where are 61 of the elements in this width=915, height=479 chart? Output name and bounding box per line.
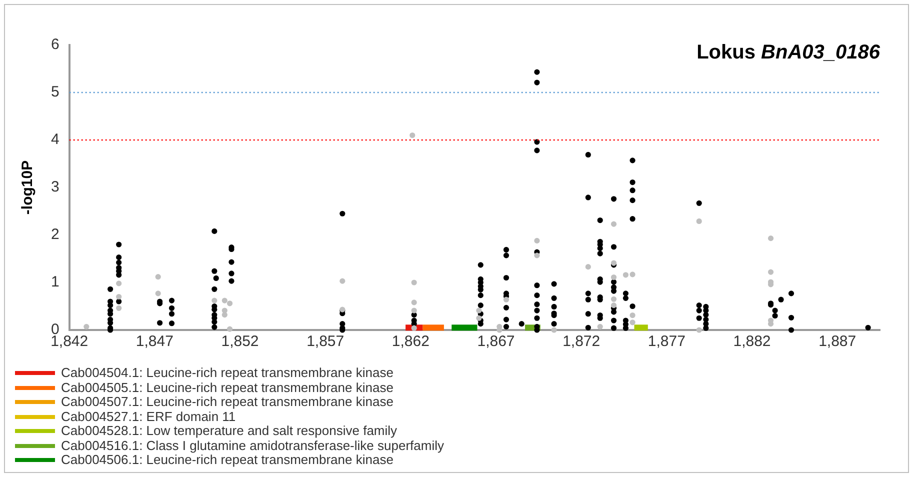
x-tick-label: 1,867 [477, 333, 515, 350]
point [116, 305, 122, 311]
point [155, 274, 161, 280]
point [585, 264, 591, 270]
legend-label: Cab004516.1: Class I glutamine amidotransferase-like superfamily [61, 438, 444, 453]
point [534, 252, 540, 258]
y-tick-label: 1 [51, 274, 60, 291]
legend-label: Cab004527.1: ERF domain 11 [61, 408, 236, 424]
point [340, 278, 346, 284]
point [610, 274, 617, 280]
point [696, 218, 702, 224]
legend-label: Cab004505.1: Leucine-rich repeat transmembrane kinase [61, 380, 394, 395]
point [630, 320, 636, 326]
point [222, 298, 228, 304]
point [610, 221, 617, 227]
point [768, 236, 774, 242]
point [411, 300, 417, 306]
point [610, 296, 617, 302]
x-tick-label: 1,887 [818, 333, 856, 350]
y-axis-title: -log10P [19, 160, 36, 215]
y-tick-label: 2 [51, 226, 60, 244]
point [410, 132, 416, 138]
y-tick-label: 3 [51, 178, 60, 196]
point [476, 315, 482, 321]
point [696, 327, 702, 333]
point [597, 324, 603, 330]
legend-label: Cab004528.1: Low temperature and salt responsive family [61, 423, 398, 438]
x-tick-label: 1,852 [221, 333, 259, 350]
x-tick-label: 1,877 [648, 333, 686, 350]
x-tick-label: 1,847 [136, 333, 174, 350]
legend-label: Cab004506.1: Leucine-rich repeat transmembrane kinase [61, 452, 394, 468]
point [411, 280, 417, 286]
point [411, 308, 417, 314]
legend-label: Cab004507.1: Leucine-rich repeat transmembrane kinase [61, 394, 394, 410]
point [222, 312, 228, 318]
y-tick-label: 4 [51, 131, 60, 148]
y-tick-label: 6 [51, 36, 60, 54]
point [226, 300, 233, 306]
x-tick-label: 1,882 [733, 333, 771, 350]
chart-title: Lokus BnA03_0186 [696, 42, 881, 64]
point [84, 324, 90, 330]
point [212, 298, 218, 304]
point [551, 327, 557, 333]
legend-label: Cab004504.1: Leucine-rich repeat transmembrane kinase [61, 365, 394, 380]
point [476, 308, 482, 314]
point [155, 290, 161, 296]
point [116, 294, 122, 300]
point [503, 296, 510, 302]
x-tick-label: 1,862 [392, 333, 430, 350]
point [116, 280, 122, 286]
point [226, 326, 233, 332]
point [610, 302, 617, 308]
point [630, 312, 636, 318]
x-tick-label: 1,857 [306, 333, 344, 350]
point [534, 238, 540, 244]
x-tick-label: 1,872 [562, 333, 600, 350]
point [622, 272, 629, 278]
point [411, 325, 417, 331]
y-tick-label: 5 [51, 84, 60, 101]
point [630, 272, 636, 278]
point [768, 269, 774, 275]
